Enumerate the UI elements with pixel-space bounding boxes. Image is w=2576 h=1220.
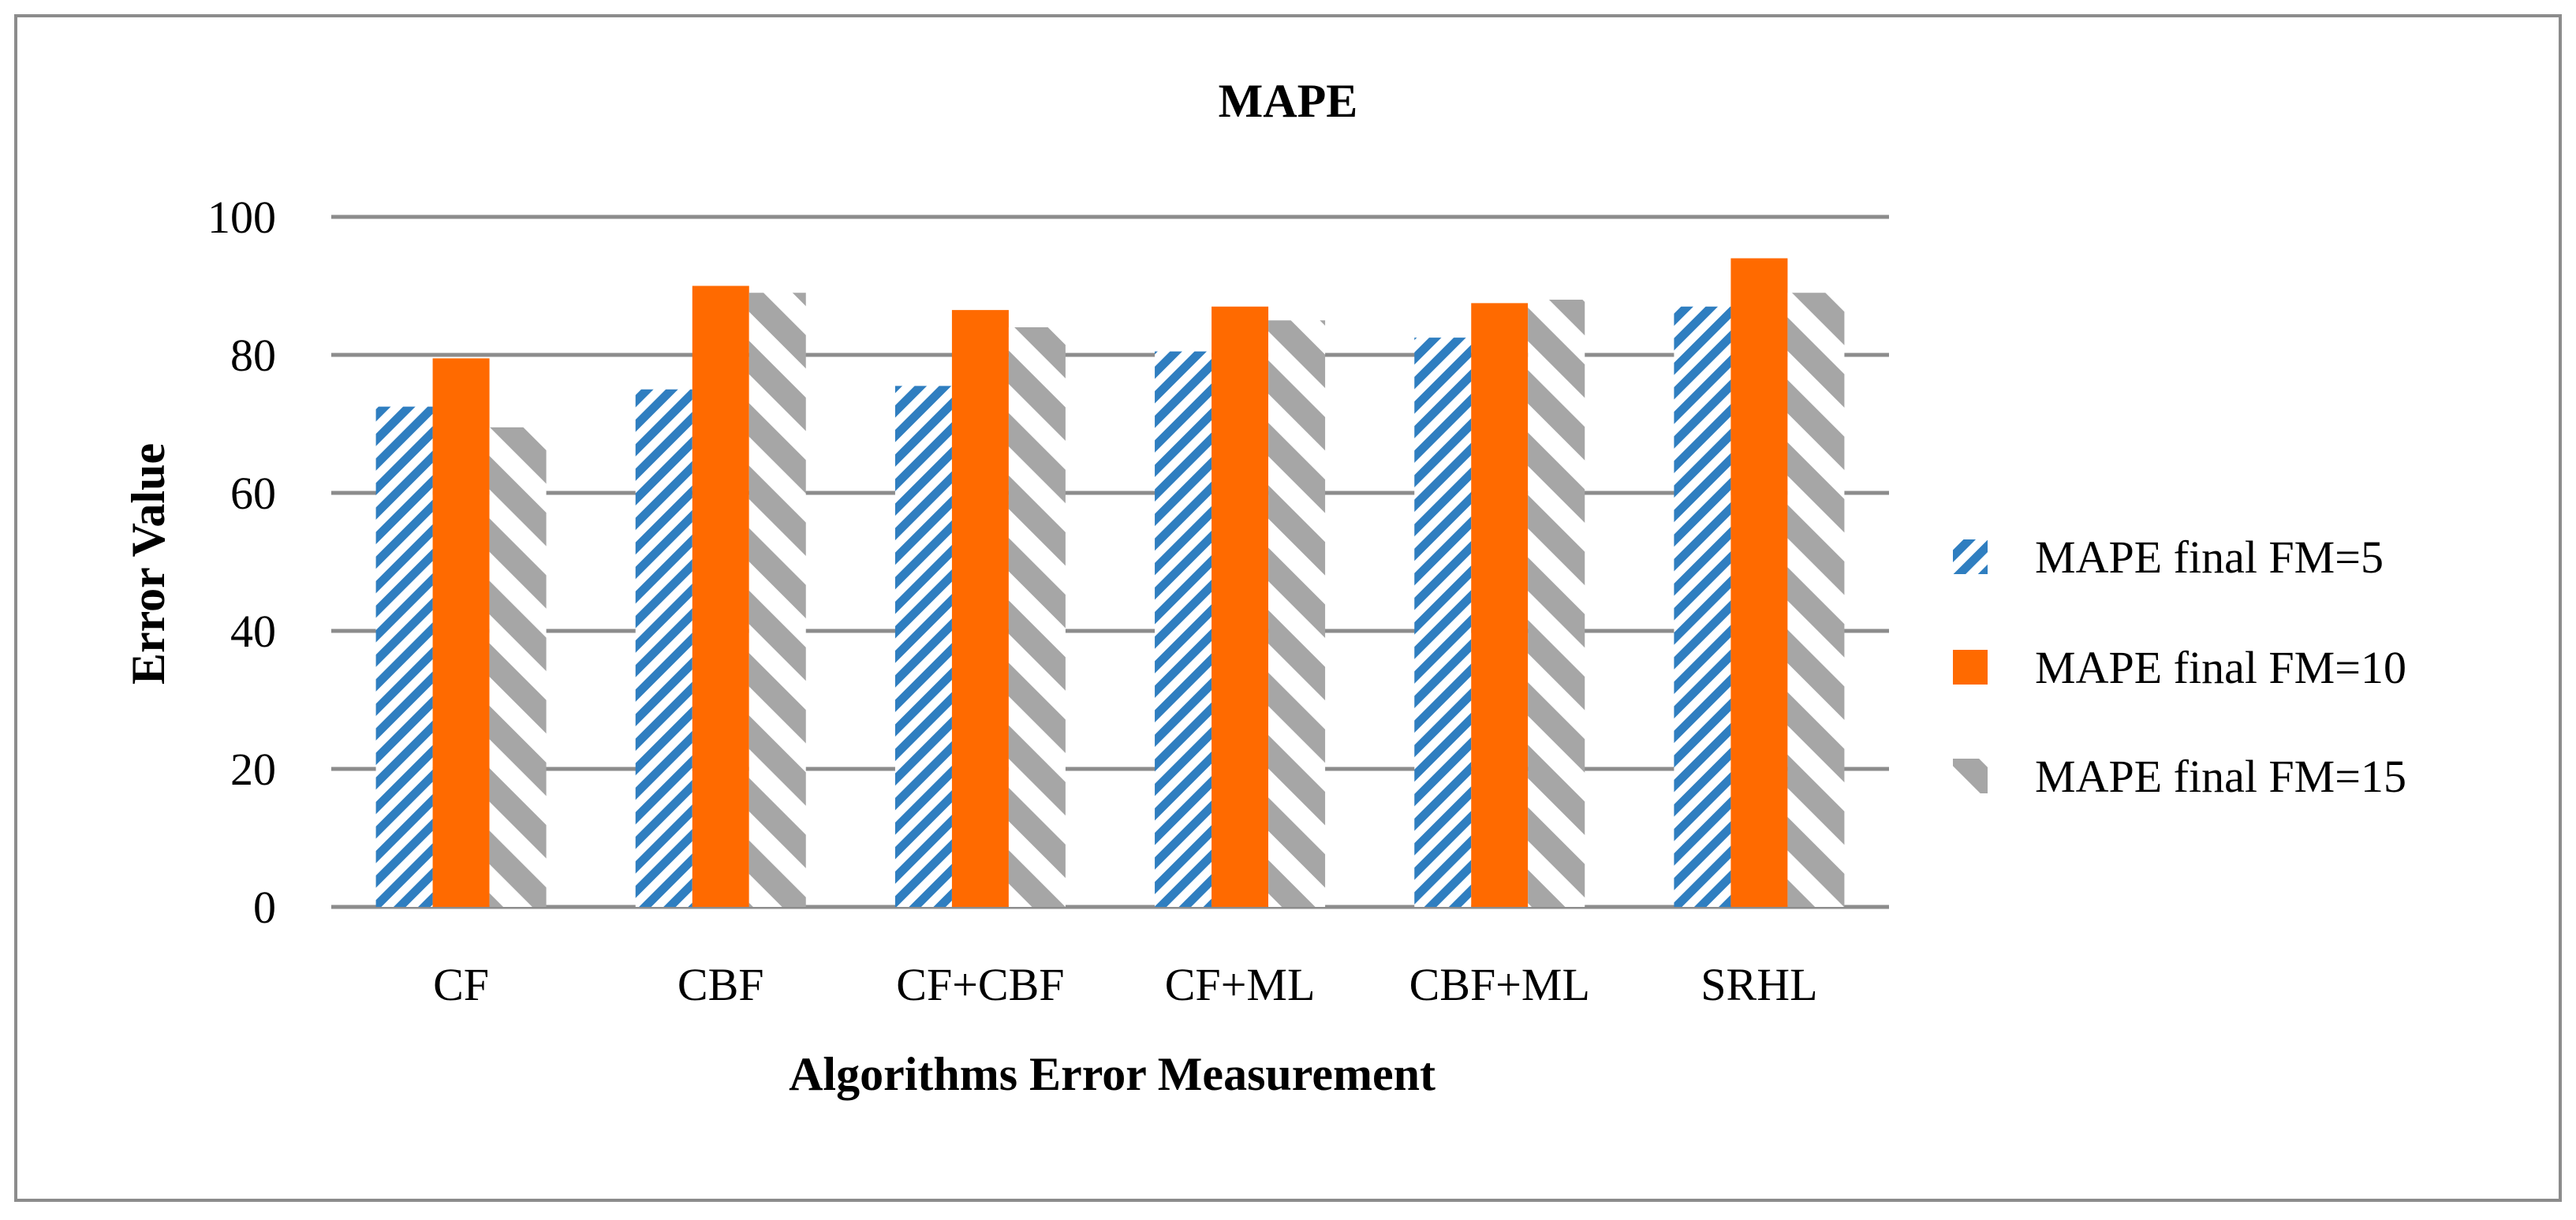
legend-label: MAPE final FM=5 [2035,532,2384,583]
x-tick-label: CF+ML [1165,959,1316,1010]
bar-srhl-series-2 [1730,258,1788,907]
bar-cbf-series-2 [692,285,749,907]
bar-cbf-series-3 [749,293,806,907]
x-tick-label: SRHL [1701,959,1817,1010]
y-axis-ticks: 0 20 40 60 80 100 [207,192,276,933]
bar-cf-ml-series-1 [1155,351,1212,907]
legend-swatch [1953,539,1988,574]
legend-swatch [1953,759,1988,793]
y-tick-label: 40 [230,606,276,657]
x-tick-label: CF [433,959,489,1010]
bar-cf-cbf-series-1 [894,386,952,907]
bar-cf-cbf-series-2 [951,310,1009,907]
legend-label: MAPE final FM=10 [2035,642,2406,693]
bar-srhl-series-3 [1787,293,1845,907]
bar-cf-series-2 [432,358,490,907]
bar-cbf-ml-series-2 [1471,303,1529,907]
x-axis-title: Algorithms Error Measurement [789,1048,1435,1100]
bar-cbf-ml-series-1 [1414,338,1472,907]
x-tick-label: CF+CBF [896,959,1064,1010]
bar-cf-series-1 [375,406,433,907]
y-axis-title: Error Value [122,443,174,685]
x-tick-label: CBF+ML [1409,959,1590,1010]
x-tick-label: CBF [678,959,764,1010]
bar-cbf-series-1 [635,389,693,907]
y-tick-label: 80 [230,330,276,381]
bar-cf-cbf-series-3 [1008,327,1066,907]
y-tick-label: 60 [230,468,276,519]
bar-cf-ml-series-3 [1268,320,1326,907]
bar-cbf-ml-series-3 [1528,300,1585,907]
bar-cf-ml-series-2 [1211,306,1269,907]
legend-swatch [1953,650,1988,685]
bar-cf-series-3 [489,427,547,907]
y-tick-label: 20 [230,744,276,795]
x-axis-ticks: CF CBF CF+CBF CF+ML CBF+ML SRHL [433,959,1817,1010]
gridlines [331,215,1889,909]
y-tick-label: 0 [253,882,276,933]
chart-title: MAPE [1219,75,1358,127]
legend: MAPE final FM=5 MAPE final FM=10 MAPE fina… [1953,532,2406,802]
bar-srhl-series-1 [1674,306,1731,907]
y-tick-label: 100 [207,192,276,243]
bars [375,258,1845,907]
legend-label: MAPE final FM=15 [2035,751,2406,802]
